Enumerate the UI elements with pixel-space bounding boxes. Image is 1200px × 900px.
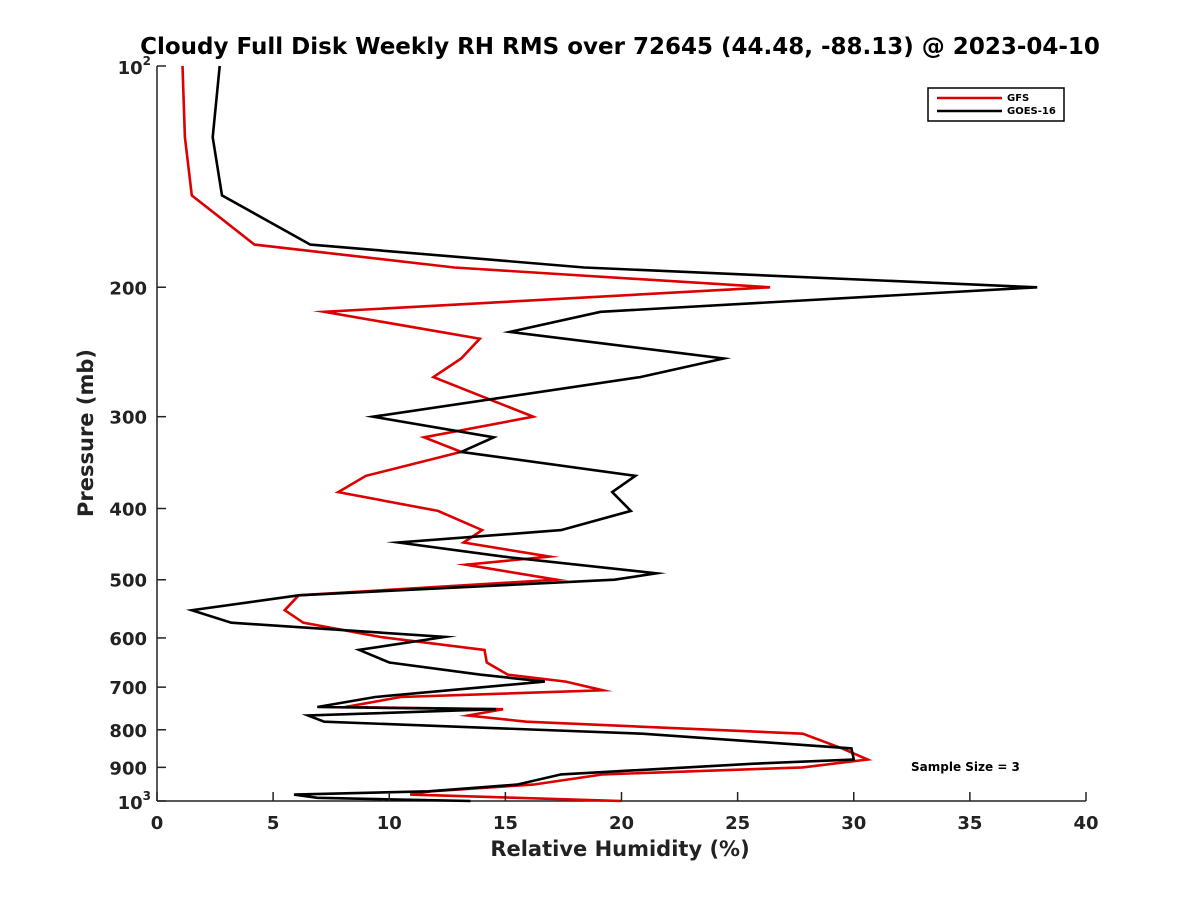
x-tick-label: 25 (725, 813, 750, 834)
legend-label-gfs: GFS (1007, 93, 1029, 104)
series-line-goes16 (185, 65, 1038, 803)
y-tick-label: 500 (109, 571, 147, 592)
x-tick-label: 20 (609, 813, 634, 834)
y-tick-label-exponent: 3 (143, 789, 151, 803)
y-tick-label: 200 (109, 278, 147, 299)
y-tick-label: 700 (109, 678, 147, 699)
x-tick-label: 10 (377, 813, 402, 834)
series-layer (181, 65, 1038, 803)
y-axis-label: Pressure (mb) (74, 349, 98, 517)
y-tick-label: 800 (109, 721, 147, 742)
chart-title: Cloudy Full Disk Weekly RH RMS over 7264… (140, 34, 1100, 60)
y-tick-label-base: 10 (118, 793, 143, 814)
x-tick-label: 0 (151, 813, 164, 834)
x-tick-label: 40 (1073, 813, 1098, 834)
x-tick-label: 30 (841, 813, 866, 834)
y-tick-label: 102 (118, 54, 151, 79)
legend-label-goes16: GOES-16 (1007, 106, 1056, 117)
legend-box (927, 87, 1065, 122)
y-tick-label: 300 (109, 408, 147, 429)
x-tick-label: 5 (267, 813, 280, 834)
y-tick-label-exponent: 2 (143, 54, 151, 68)
sample-size-annotation: Sample Size = 3 (911, 760, 1020, 774)
y-tick-label: 600 (109, 629, 147, 650)
x-axis-label: Relative Humidity (%) (490, 837, 749, 861)
x-tick-label: 15 (493, 813, 518, 834)
x-tick-label: 35 (957, 813, 982, 834)
y-tick-label: 103 (118, 789, 151, 814)
tick-layer: 0 5 10 15 20 25 30 35 40102200300400500600700800… (109, 54, 1098, 834)
y-tick-label-base: 10 (118, 58, 143, 79)
series-line-gfs (181, 65, 873, 803)
y-tick-label: 900 (109, 758, 147, 779)
y-tick-label: 400 (109, 500, 147, 521)
legend: GFS GOES-16 (927, 87, 1065, 122)
